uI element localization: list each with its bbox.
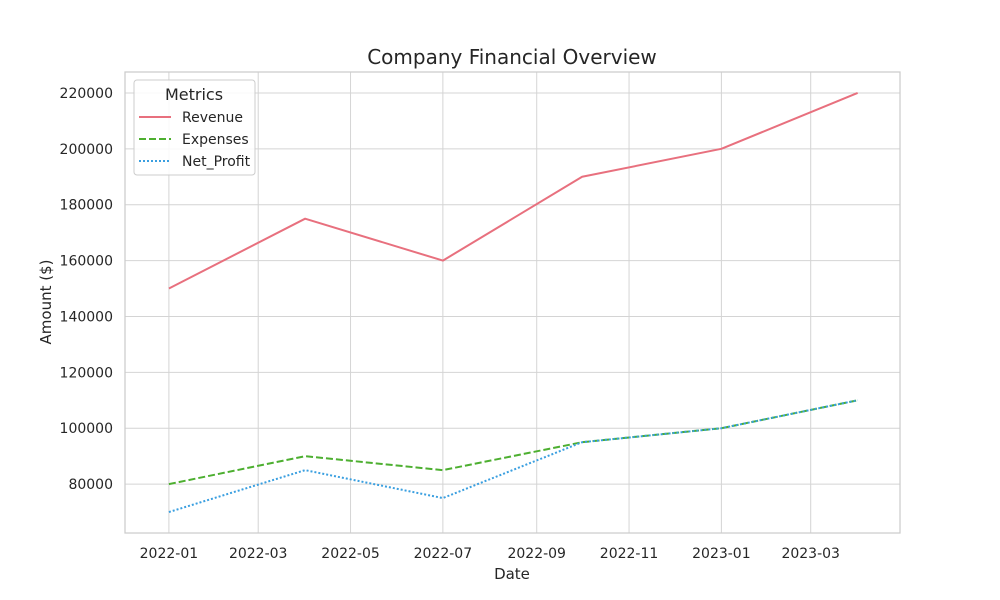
legend: Metrics Revenue Expenses Net_Profit bbox=[133, 79, 256, 176]
chart-title: Company Financial Overview bbox=[367, 45, 657, 69]
plot-frame bbox=[124, 71, 901, 534]
y-tick-label: 200000 bbox=[60, 142, 113, 158]
x-tick-label: 2022-07 bbox=[414, 546, 473, 562]
legend-title: Metrics bbox=[165, 85, 223, 104]
legend-label: Revenue bbox=[182, 110, 243, 126]
x-axis-label: Date bbox=[494, 565, 530, 583]
x-tick-label: 2022-11 bbox=[600, 546, 659, 562]
x-tick-label: 2022-09 bbox=[507, 546, 566, 562]
x-tick-label: 2023-03 bbox=[781, 546, 840, 562]
y-axis-ticks: 80000 100000 120000 140000 160000 180000 20000… bbox=[60, 86, 113, 493]
x-axis-ticks: 2022-01 2022-03 2022-05 2022-07 2022-09 2022-… bbox=[140, 546, 840, 562]
y-tick-label: 180000 bbox=[60, 198, 113, 214]
series-layer bbox=[168, 92, 858, 514]
y-tick-label: 220000 bbox=[60, 86, 113, 102]
grid bbox=[125, 72, 900, 533]
series-line-revenue bbox=[168, 92, 858, 290]
y-tick-label: 120000 bbox=[60, 365, 113, 381]
legend-label: Expenses bbox=[182, 132, 249, 148]
y-tick-label: 100000 bbox=[60, 421, 113, 437]
x-tick-label: 2022-01 bbox=[140, 546, 199, 562]
y-tick-label: 160000 bbox=[60, 254, 113, 270]
x-tick-label: 2022-05 bbox=[321, 546, 380, 562]
x-tick-label: 2023-01 bbox=[692, 546, 751, 562]
series-line-net-profit bbox=[168, 399, 858, 514]
legend-label: Net_Profit bbox=[182, 154, 251, 170]
y-tick-label: 140000 bbox=[60, 309, 113, 325]
y-tick-label: 80000 bbox=[68, 477, 113, 493]
y-axis-label: Amount ($) bbox=[37, 260, 55, 345]
legend-box bbox=[133, 79, 256, 176]
x-tick-label: 2022-03 bbox=[229, 546, 288, 562]
legend-items: Revenue Expenses Net_Profit bbox=[139, 110, 251, 170]
